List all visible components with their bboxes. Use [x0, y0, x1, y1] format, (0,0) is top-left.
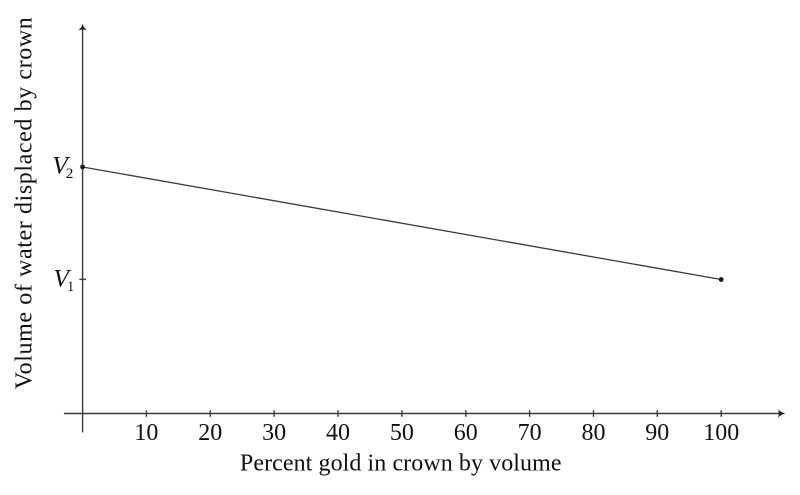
svg-text:V: V: [53, 263, 72, 292]
svg-text:1: 1: [67, 279, 74, 295]
svg-text:V: V: [52, 150, 71, 179]
svg-text:80: 80: [582, 420, 606, 446]
svg-text:100: 100: [703, 420, 739, 446]
svg-text:2: 2: [66, 166, 74, 182]
svg-text:70: 70: [518, 420, 542, 446]
svg-text:10: 10: [134, 420, 158, 446]
svg-text:60: 60: [454, 420, 478, 446]
svg-text:90: 90: [645, 420, 669, 446]
svg-text:50: 50: [390, 420, 414, 446]
svg-text:30: 30: [262, 420, 286, 446]
svg-text:20: 20: [198, 420, 222, 446]
svg-text:Percent gold in crown by volum: Percent gold in crown by volume: [240, 451, 562, 477]
svg-text:Volume of water displaced by c: Volume of water displaced by crown: [12, 17, 38, 389]
svg-text:40: 40: [326, 420, 350, 446]
